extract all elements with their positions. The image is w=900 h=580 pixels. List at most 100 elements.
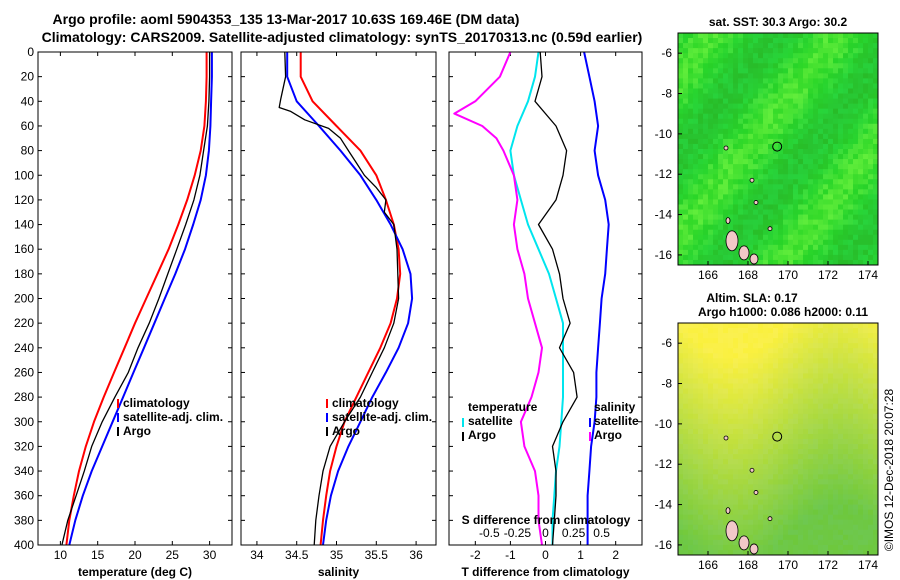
map-cell <box>873 179 879 185</box>
map-cell <box>678 484 684 490</box>
map-cell <box>683 378 689 384</box>
map-cell <box>818 174 824 180</box>
map-cell <box>758 514 764 521</box>
map-cell <box>863 454 869 460</box>
map-cell <box>768 333 774 339</box>
map-cell <box>703 489 709 495</box>
map-cell <box>723 209 729 215</box>
map-cell <box>778 363 784 369</box>
map-cell <box>793 249 799 256</box>
map-cell <box>853 154 859 160</box>
map-cell <box>773 169 779 175</box>
map-cell <box>818 33 824 39</box>
map-cell <box>818 323 824 329</box>
map-cell <box>848 164 854 170</box>
map-cell <box>838 403 844 410</box>
map-cell <box>698 154 704 160</box>
map-cell <box>868 204 874 210</box>
map-cell <box>698 398 704 405</box>
map-cell <box>753 73 759 79</box>
map-cell <box>678 514 684 521</box>
map-cell <box>713 154 719 160</box>
map-cell <box>698 179 704 185</box>
map-cell <box>723 219 729 226</box>
map-cell <box>768 38 774 44</box>
map-cell <box>873 413 879 420</box>
map-cell <box>813 388 819 395</box>
map-cell <box>778 259 784 266</box>
map-cell <box>768 209 774 215</box>
map-cell <box>753 179 759 185</box>
map-cell <box>713 194 719 200</box>
map-cell <box>828 98 834 105</box>
map-cell <box>858 159 864 165</box>
map-cell <box>838 459 844 465</box>
map-cell <box>848 113 854 120</box>
map-cell <box>818 408 824 415</box>
map-cell <box>768 353 774 359</box>
map-cell <box>738 209 744 215</box>
map-cell <box>748 33 754 39</box>
map-cell <box>828 63 834 69</box>
map-cell <box>728 398 734 405</box>
y-tick-label: 320 <box>14 439 34 453</box>
map-cell <box>733 169 739 175</box>
map-cell <box>813 418 819 425</box>
map-cell <box>853 413 859 420</box>
map-cell <box>788 544 794 551</box>
map-cell <box>808 249 814 256</box>
map-cell <box>858 259 864 266</box>
map-cell <box>793 403 799 410</box>
map-cell <box>763 88 769 94</box>
map-cell <box>838 504 844 511</box>
map-cell <box>798 323 804 329</box>
map-cell <box>868 408 874 415</box>
map-cell <box>723 204 729 210</box>
map-cell <box>693 489 699 495</box>
map-cell <box>828 363 834 369</box>
map-cell <box>868 199 874 205</box>
map-cell <box>683 348 689 354</box>
map-cell <box>853 138 859 145</box>
map-cell <box>693 549 699 556</box>
map-cell <box>773 159 779 165</box>
map-cell <box>698 403 704 410</box>
map-cell <box>833 524 839 531</box>
map-cell <box>763 383 769 389</box>
map-cell <box>698 83 704 89</box>
map-cell <box>863 509 869 516</box>
map-cell <box>698 68 704 74</box>
map-cell <box>848 43 854 49</box>
map-cell <box>763 184 769 190</box>
map-cell <box>783 403 789 410</box>
map-cell <box>863 539 869 546</box>
map-cell <box>703 229 709 236</box>
map-cell <box>788 449 794 455</box>
map-cell <box>833 58 839 64</box>
map-cell <box>743 549 749 556</box>
map-cell <box>708 358 714 364</box>
map-cell <box>713 549 719 556</box>
map-cell <box>838 108 844 115</box>
map-cell <box>733 469 739 475</box>
map-cell <box>688 78 694 84</box>
map-cell <box>748 214 754 221</box>
map-cell <box>678 439 684 445</box>
plot-frame <box>448 51 643 546</box>
map-cell <box>833 544 839 551</box>
map-cell <box>828 229 834 236</box>
map-cell <box>753 464 759 470</box>
map-cell <box>868 93 874 99</box>
map-cell <box>863 333 869 339</box>
map-cell <box>838 38 844 44</box>
map-cell <box>788 504 794 511</box>
map-cell <box>698 53 704 59</box>
map-cell <box>748 378 754 384</box>
map-cell <box>688 519 694 526</box>
map-cell <box>833 184 839 190</box>
map-cell <box>838 368 844 374</box>
map-cell <box>753 209 759 215</box>
map-cell <box>788 469 794 475</box>
map-cell <box>683 459 689 465</box>
map-cell <box>858 373 864 379</box>
